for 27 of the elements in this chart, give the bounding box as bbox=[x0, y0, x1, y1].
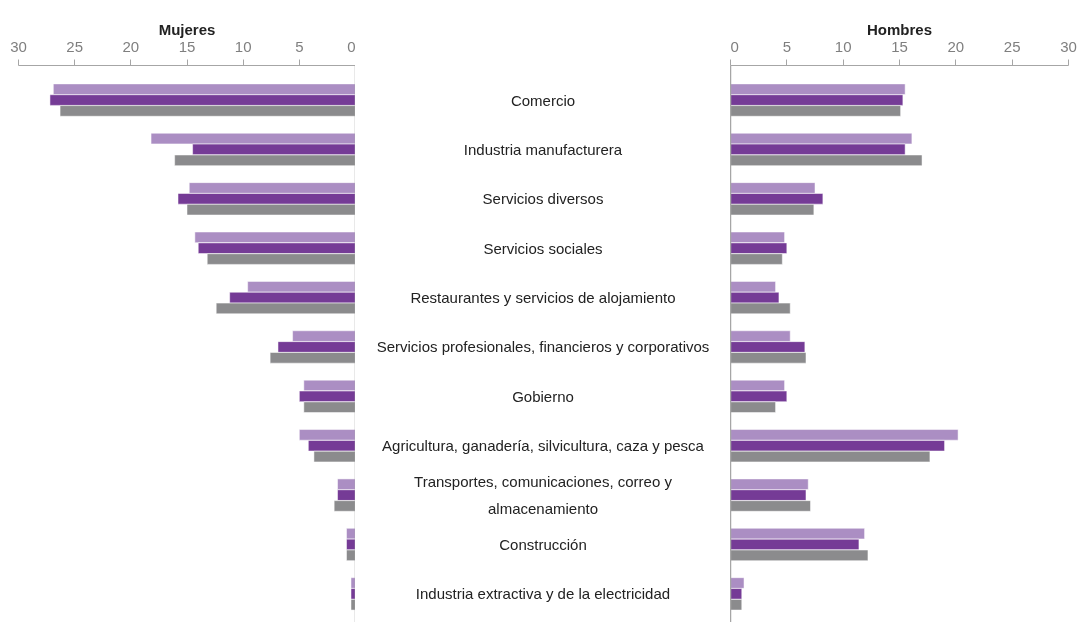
y-tick-label: Servicios diversos bbox=[482, 190, 604, 208]
x-tick-label: 20 bbox=[947, 37, 965, 55]
x-tick-label: 10 bbox=[234, 37, 252, 55]
x-tick-label: 5 bbox=[782, 37, 792, 55]
y-tick-label: Servicios profesionales, financieros y corporativos bbox=[376, 338, 710, 356]
y-tick-label: Industria extractiva y de la electricidad bbox=[415, 585, 671, 603]
x-tick-label: 25 bbox=[66, 37, 84, 55]
y-tick-label: Transportes, comunicaciones, correo y almacenamiento bbox=[414, 473, 673, 518]
y-tick-label: Restaurantes y servicios de alojamiento bbox=[410, 289, 676, 307]
x-tick-label: 30 bbox=[10, 37, 27, 55]
y-tick-label: Gobierno bbox=[512, 387, 574, 405]
x-tick-label: 0 bbox=[730, 37, 739, 55]
x-tick-label: 30 bbox=[1060, 37, 1077, 55]
x-tick-label: 20 bbox=[122, 37, 140, 55]
y-tick-label: Agricultura, ganadería, silvicultura, caza y pesca bbox=[382, 437, 705, 455]
x-tick-label: 5 bbox=[295, 37, 304, 55]
y-tick-label: Industria manufacturera bbox=[463, 140, 623, 158]
y-tick-label: Servicios sociales bbox=[483, 239, 603, 257]
x-tick-label: 10 bbox=[834, 37, 852, 55]
chart-title: Hombres bbox=[866, 20, 933, 38]
x-tick-label: 15 bbox=[891, 37, 908, 55]
chart-title: Mujeres bbox=[158, 20, 216, 38]
x-tick-label: 25 bbox=[1003, 37, 1021, 55]
x-tick-label: 0 bbox=[347, 37, 356, 55]
x-tick-label: 15 bbox=[178, 37, 196, 55]
y-tick-label: Construcción bbox=[499, 535, 587, 553]
y-tick-label: Comercio bbox=[510, 91, 576, 109]
